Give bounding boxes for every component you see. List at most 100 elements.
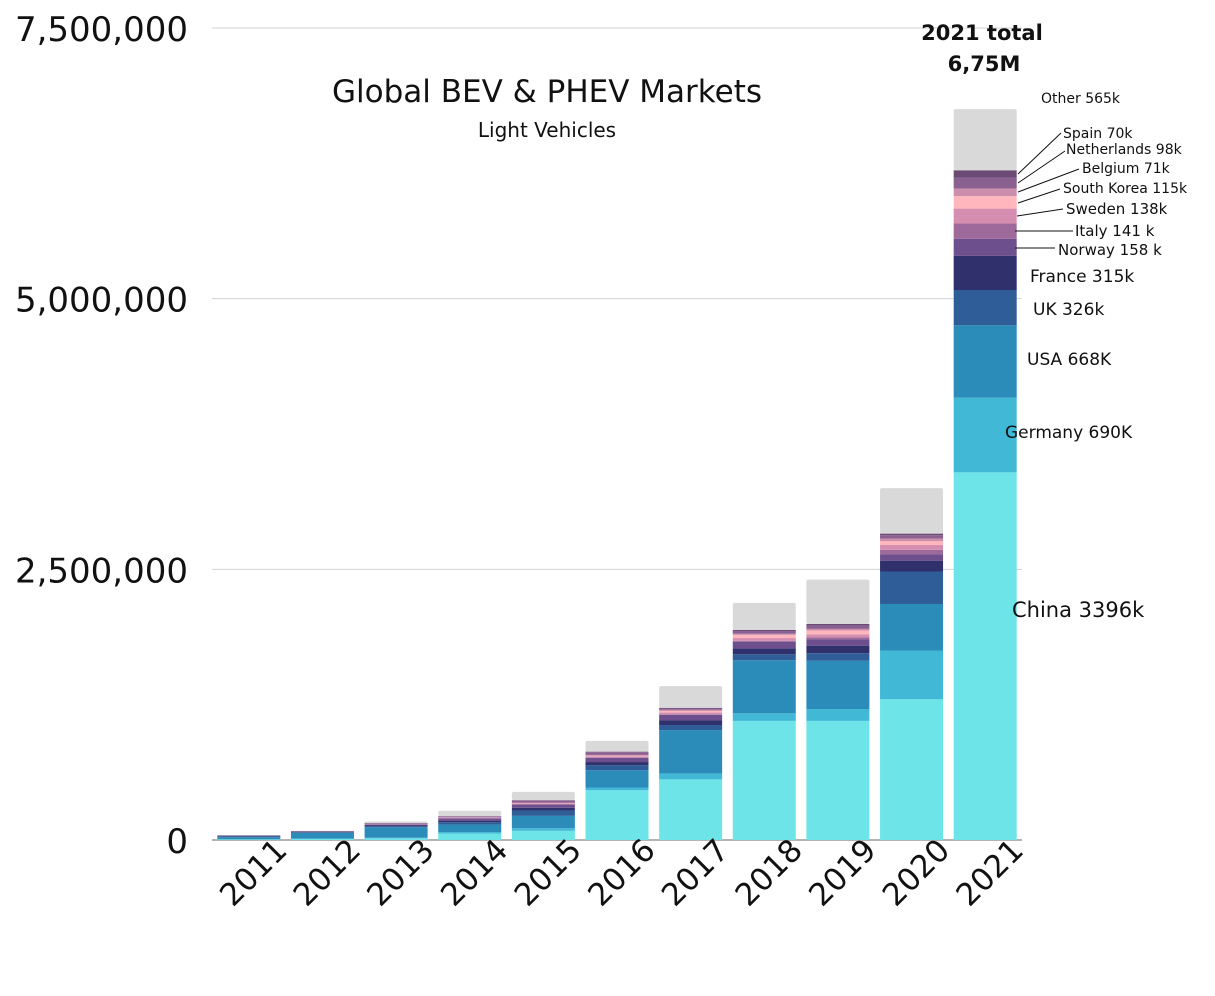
bar-segment-france-2014 <box>438 821 501 823</box>
bar-segment-spain-2020 <box>880 534 943 536</box>
bar-segment-netherlands-2020 <box>880 535 943 538</box>
bar-segment-netherlands-2015 <box>512 800 575 802</box>
bar-segment-south-korea-2019 <box>806 631 869 635</box>
leader-line-sweden <box>1017 209 1063 216</box>
bar-segment-norway-2019 <box>806 639 869 645</box>
bar-segment-italy-2018 <box>733 641 796 642</box>
bar-segment-uk-2016 <box>586 765 649 770</box>
bar-segment-netherlands-2014 <box>438 816 501 817</box>
bar-segment-netherlands-2018 <box>733 631 796 634</box>
segment-label-germany: Germany 690K <box>1005 423 1133 443</box>
bar-segment-sweden-2021 <box>954 209 1017 224</box>
x-tick-label: 2020 <box>876 832 957 913</box>
bar-segment-france-2020 <box>880 561 943 572</box>
segment-label-france: France 315k <box>1030 267 1134 287</box>
bar-stack-2015 <box>512 792 575 840</box>
bar-segment-usa-2020 <box>880 604 943 651</box>
bar-segment-sweden-2018 <box>733 638 796 641</box>
bar-segment-belgium-2015 <box>512 803 575 804</box>
bar-segment-belgium-2019 <box>806 629 869 631</box>
bar-segment-germany-2020 <box>880 651 943 700</box>
bar-segment-uk-2014 <box>438 822 501 824</box>
x-tick-label: 2017 <box>655 832 736 913</box>
bar-segment-other-2021 <box>954 109 1017 170</box>
bar-segment-norway-2020 <box>880 554 943 560</box>
bar-segment-sweden-2014 <box>438 818 501 819</box>
bar-segment-spain-2016 <box>586 752 649 753</box>
bar-segment-spain-2017 <box>659 708 722 709</box>
segment-label-italy: Italy 141 k <box>1075 222 1155 240</box>
axes: 02,500,0005,000,0007,500,000201120122013… <box>15 10 1031 914</box>
y-tick-label: 2,500,000 <box>15 551 188 591</box>
bar-segment-netherlands-2013 <box>365 823 428 824</box>
bar-segment-belgium-2018 <box>733 634 796 635</box>
bar-segment-sweden-2015 <box>512 803 575 804</box>
bar-segment-belgium-2017 <box>659 710 722 711</box>
segment-label-norway: Norway 158 k <box>1058 241 1162 259</box>
bar-segment-sweden-2020 <box>880 545 943 550</box>
bar-segment-sweden-2017 <box>659 713 722 715</box>
bar-segment-uk-2013 <box>365 826 428 827</box>
bar-segment-uk-2012 <box>291 832 354 833</box>
bar-stack-2021 <box>954 109 1017 840</box>
bar-segment-france-2015 <box>512 808 575 811</box>
bar-segment-germany-2015 <box>512 828 575 831</box>
bar-segment-france-2012 <box>291 832 354 833</box>
y-tick-label: 0 <box>166 822 188 862</box>
bar-segment-usa-2018 <box>733 660 796 713</box>
bar-segment-belgium-2020 <box>880 538 943 541</box>
bar-segment-other-2014 <box>438 811 501 816</box>
bar-segment-netherlands-2016 <box>586 752 649 755</box>
bar-segment-usa-2019 <box>806 661 869 709</box>
bar-segment-china-2019 <box>806 721 869 840</box>
segment-label-other: Other 565k <box>1041 91 1121 107</box>
bar-segment-usa-2015 <box>512 816 575 828</box>
x-tick-label: 2021 <box>949 832 1030 913</box>
bar-segment-uk-2018 <box>733 654 796 660</box>
bar-segment-uk-2020 <box>880 571 943 603</box>
bar-segment-france-2019 <box>806 646 869 654</box>
bar-segment-usa-2014 <box>438 825 501 833</box>
x-tick-label: 2016 <box>581 832 662 913</box>
bar-segment-belgium-2016 <box>586 755 649 756</box>
chart-title: Global BEV & PHEV Markets <box>332 74 762 110</box>
bar-segment-germany-2017 <box>659 773 722 779</box>
bar-segment-south-korea-2020 <box>880 541 943 545</box>
bar-segment-norway-2016 <box>586 758 649 762</box>
bar-segment-italy-2020 <box>880 550 943 554</box>
bar-segment-south-korea-2018 <box>733 635 796 638</box>
x-tick-label: 2015 <box>508 832 589 913</box>
bar-segment-sweden-2016 <box>586 756 649 757</box>
bar-segment-italy-2019 <box>806 638 869 640</box>
y-tick-label: 7,500,000 <box>15 10 188 50</box>
bar-segment-norway-2017 <box>659 715 722 720</box>
bar-segment-netherlands-2017 <box>659 709 722 710</box>
bar-segment-other-2018 <box>733 603 796 630</box>
bar-segment-france-2013 <box>365 825 428 826</box>
bar-segment-italy-2021 <box>954 224 1017 239</box>
bar-segment-norway-2013 <box>365 825 428 826</box>
bar-segment-other-2019 <box>806 580 869 624</box>
chart-subtitle: Light Vehicles <box>478 118 616 142</box>
x-tick-label: 2011 <box>213 832 294 913</box>
x-tick-label: 2019 <box>802 832 883 913</box>
bar-segment-china-2020 <box>880 699 943 840</box>
bar-segment-spain-2019 <box>806 624 869 626</box>
bar-segment-france-2021 <box>954 256 1017 290</box>
segment-label-sweden: Sweden 138k <box>1066 200 1168 218</box>
x-tick-label: 2012 <box>287 832 368 913</box>
bar-segment-spain-2018 <box>733 630 796 631</box>
segment-label-south-korea: South Korea 115k <box>1063 181 1188 197</box>
bar-segment-uk-2021 <box>954 290 1017 325</box>
bar-segment-germany-2016 <box>586 787 649 790</box>
bar-segment-norway-2014 <box>438 818 501 820</box>
bar-segment-germany-2014 <box>438 832 501 833</box>
bar-segment-netherlands-2019 <box>806 626 869 629</box>
bar-segment-south-korea-2016 <box>586 756 649 757</box>
bar-segment-sweden-2019 <box>806 634 869 637</box>
bar-segment-china-2018 <box>733 721 796 840</box>
bar-segment-other-2013 <box>365 821 428 823</box>
segment-label-belgium: Belgium 71k <box>1082 161 1171 177</box>
